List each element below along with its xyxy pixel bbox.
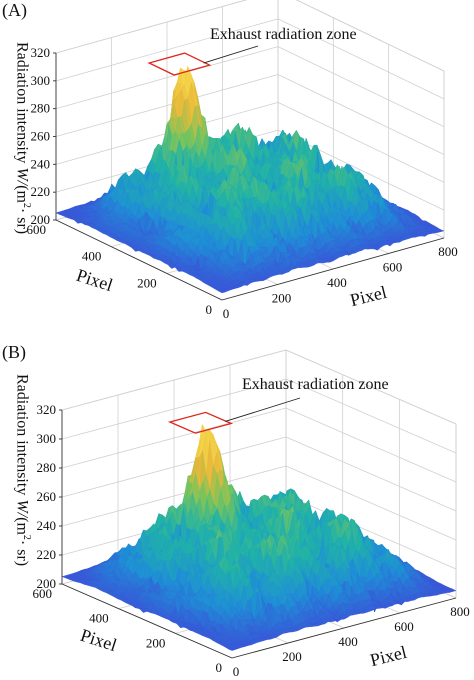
x-tick-label: 0	[223, 306, 230, 321]
annotation-a: Exhaust radiation zone	[210, 26, 357, 43]
z-axis-title-text-a: Radiation intensity	[13, 42, 31, 164]
z-axis-unit-base-a: (m	[13, 185, 31, 203]
z-tick-label: 260	[31, 129, 51, 144]
y-tick-label: 0	[206, 302, 213, 317]
panel-b: 200 220 240 260 280 300 320 0 200 400 600 800 0 200 40…	[0, 340, 474, 680]
z-axis-title-a: Radiation intensity W/(m2· sr)	[13, 42, 32, 234]
panel-a: 200 220 240 260 280 300 320 0 200 400 600 800 0 200 40…	[2, 0, 458, 321]
x-tick-label: 800	[438, 244, 458, 259]
surface-plot-b: 2002202402602803003200200400600800020040…	[33, 349, 470, 679]
z-tick-label: 220	[31, 184, 51, 199]
axis-lines	[53, 52, 445, 301]
z-tick-label: 320	[31, 45, 51, 60]
y-tick-label: 400	[82, 249, 102, 264]
x-tick-label: 200	[272, 291, 292, 306]
x-tick-label: 400	[327, 275, 347, 290]
surface	[55, 65, 445, 294]
z-tick-label: 240	[31, 156, 51, 171]
z-axis-unit-prefix-a: W/	[13, 167, 31, 186]
y-tick-label: 600	[27, 222, 47, 237]
surface-plot-a: 200 220 240 260 280 300 320 0 200 400 600 800 0 200 40…	[27, 0, 458, 321]
exhaust-zone-box	[147, 52, 212, 76]
z-axis-unit-suffix-a: · sr)	[13, 207, 31, 235]
y-tick-label: 200	[137, 275, 157, 290]
tick-labels: 200 220 240 260 280 300 320 0 200 400 600 800 0 200 40…	[27, 45, 458, 321]
z-tick-label: 280	[31, 101, 51, 116]
x-tick-label: 600	[383, 260, 403, 275]
panel-label-a: (A)	[2, 0, 27, 20]
surface-cell	[436, 229, 445, 232]
surface	[61, 423, 457, 651]
z-tick-label: 300	[31, 73, 51, 88]
z-tick-label: 200	[31, 212, 51, 227]
annotation-leader	[203, 45, 259, 64]
